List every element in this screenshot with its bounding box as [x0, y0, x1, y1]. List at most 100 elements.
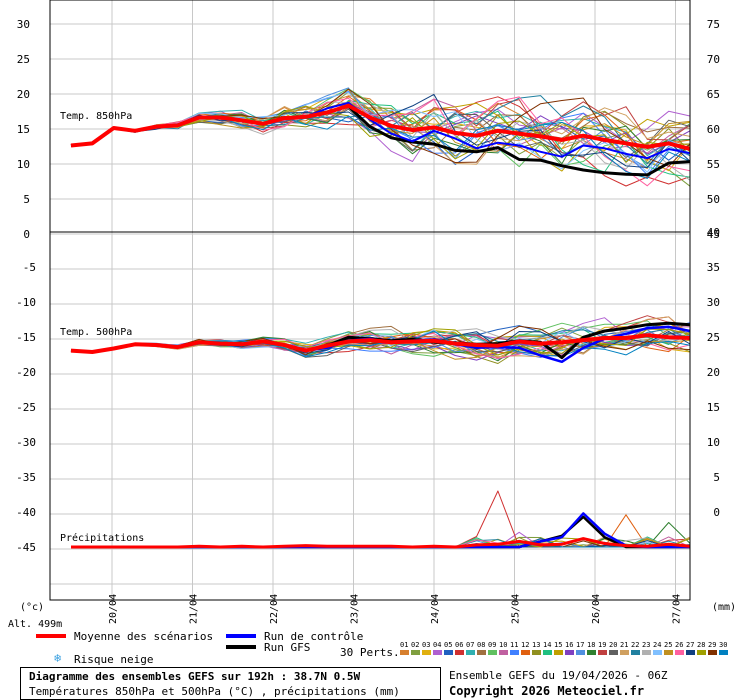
- pert-swatch: [433, 650, 442, 655]
- left-tick-label: 10: [17, 158, 30, 171]
- left-tick-label: 20: [17, 88, 30, 101]
- pert-number: 12: [521, 641, 529, 649]
- right-tick-label: 25: [707, 331, 720, 344]
- perts-label: 30 Perts.: [340, 646, 400, 659]
- pert-number: 07: [466, 641, 474, 649]
- pert-swatch: [477, 650, 486, 655]
- pert-swatch: [400, 650, 409, 655]
- pert-swatch: [653, 650, 662, 655]
- pert-number: 29: [708, 641, 716, 649]
- left-tick-label: -40: [16, 506, 36, 519]
- pert-swatch: [697, 650, 706, 655]
- left-tick-label: -10: [16, 296, 36, 309]
- legend-label-gfs: Run GFS: [264, 641, 310, 654]
- legend-label-snow: Risque neige: [74, 653, 153, 666]
- right-tick-label: 70: [707, 53, 720, 66]
- copyright: Copyright 2026 Meteociel.fr: [449, 684, 645, 698]
- pert-swatch: [554, 650, 563, 655]
- pert-number: 09: [488, 641, 496, 649]
- pert-swatch: [620, 650, 629, 655]
- pert-number: 13: [532, 641, 540, 649]
- pert-swatch: [499, 650, 508, 655]
- pert-swatch: [686, 650, 695, 655]
- left-tick-label: -35: [16, 471, 36, 484]
- plot-frame: [49, 0, 691, 601]
- pert-number: 06: [455, 641, 463, 649]
- left-tick-label: -30: [16, 436, 36, 449]
- date-label: 22/04: [269, 594, 280, 624]
- pert-swatch: [675, 650, 684, 655]
- pert-number: 27: [686, 641, 694, 649]
- left-tick-label: 30: [17, 18, 30, 31]
- pert-swatch: [565, 650, 574, 655]
- left-tick-label: 15: [17, 123, 30, 136]
- date-label: 20/04: [108, 594, 119, 624]
- main-series: [70, 101, 691, 549]
- mean-line-500: [70, 333, 691, 354]
- pert-swatch: [466, 650, 475, 655]
- pert-number: 11: [510, 641, 518, 649]
- run-info: Ensemble GEFS du 19/04/2026 - 06Z: [449, 669, 668, 682]
- right-tick-label: 75: [707, 18, 720, 31]
- pert-number: 03: [422, 641, 430, 649]
- pert-swatch: [521, 650, 530, 655]
- pert-swatch: [411, 650, 420, 655]
- precip-label: Précipitations: [60, 532, 144, 544]
- right-tick-label: 30: [707, 296, 720, 309]
- footer-title: Diagramme des ensembles GEFS sur 192h : …: [29, 670, 361, 683]
- pert-number: 22: [631, 641, 639, 649]
- altitude-label: Alt. 499m: [8, 619, 62, 630]
- legend-label-mean: Moyenne des scénarios: [74, 630, 213, 643]
- right-tick-label: 10: [707, 436, 720, 449]
- footer-subtitle: Températures 850hPa et 500hPa (°C) , pré…: [29, 685, 400, 698]
- date-label: 23/04: [350, 594, 361, 624]
- pert-number: 24: [653, 641, 661, 649]
- date-label: 25/04: [511, 594, 522, 624]
- right-tick-label: 40: [707, 226, 720, 239]
- panel-label-500: Temp. 500hPa: [60, 327, 132, 338]
- right-tick-label: 55: [707, 158, 720, 171]
- pert-number: 18: [587, 641, 595, 649]
- right-tick-label: 5: [713, 471, 720, 484]
- left-tick-label: -45: [16, 541, 36, 554]
- pert-swatch: [708, 650, 717, 655]
- pert-number: 17: [576, 641, 584, 649]
- pert-swatch: [422, 650, 431, 655]
- right-tick-label: 35: [707, 261, 720, 274]
- pert-swatch: [488, 650, 497, 655]
- pert-swatch: [576, 650, 585, 655]
- pert-number: 16: [565, 641, 573, 649]
- left-tick-label: -25: [16, 401, 36, 414]
- pert-swatch: [587, 650, 596, 655]
- right-tick-label: 65: [707, 88, 720, 101]
- member-line-precip: [71, 490, 691, 548]
- pert-swatch: [543, 650, 552, 655]
- left-tick-label: -20: [16, 366, 36, 379]
- date-label: 27/04: [672, 594, 683, 624]
- right-tick-label: 45: [707, 228, 720, 241]
- pert-number: 05: [444, 641, 452, 649]
- date-label: 26/04: [591, 594, 602, 624]
- pert-number: 19: [598, 641, 606, 649]
- pert-number: 20: [609, 641, 617, 649]
- pert-swatch: [510, 650, 519, 655]
- chart-axes: 302520151050-5-10-15-20-25-30-35-40-4575…: [8, 0, 736, 630]
- left-unit: (°c): [20, 602, 44, 613]
- pert-number: 14: [543, 641, 551, 649]
- right-tick-label: 60: [707, 123, 720, 136]
- ensemble-members: [70, 87, 691, 548]
- pert-swatch: [609, 650, 618, 655]
- pert-swatch: [444, 650, 453, 655]
- footer-title-box: Diagramme des ensembles GEFS sur 192h : …: [20, 667, 441, 700]
- left-tick-label: 0: [23, 228, 30, 241]
- member-line-500: [70, 316, 691, 358]
- pert-swatch: [455, 650, 464, 655]
- right-tick-label: 15: [707, 401, 720, 414]
- right-unit: (mm): [712, 602, 736, 613]
- pert-number: 01: [400, 641, 408, 649]
- right-tick-label: 20: [707, 366, 720, 379]
- mean-line-precip: [71, 537, 691, 549]
- pert-number: 04: [433, 641, 441, 649]
- date-label: 21/04: [189, 594, 200, 624]
